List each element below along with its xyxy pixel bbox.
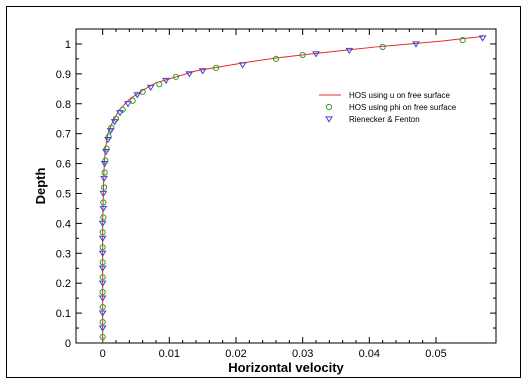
data-point-circle [156, 81, 163, 88]
y-tick-label: 0.4 [56, 218, 71, 230]
y-axis-title: Depth [33, 168, 48, 205]
data-point-triangle [99, 205, 108, 213]
y-tick-label: 0.3 [56, 248, 71, 260]
data-point-circle [100, 184, 108, 191]
data-point-triangle [106, 128, 115, 135]
data-point-triangle [100, 175, 108, 183]
data-point-triangle [345, 47, 354, 55]
x-tick-label: 0.02 [225, 348, 246, 360]
y-tick-label: 0.2 [56, 278, 71, 290]
data-point-triangle [110, 119, 119, 126]
data-point-circle [100, 214, 107, 221]
legend: HOS using u on free surface HOS using phi… [319, 91, 457, 124]
y-tick-label: 0.8 [56, 99, 71, 111]
data-point-circle [100, 199, 107, 206]
data-point-triangle [98, 235, 107, 242]
data-point-triangle [100, 160, 109, 168]
data-point-circle [212, 64, 220, 71]
data-point-circle [103, 145, 110, 152]
data-point-triangle [104, 137, 112, 144]
legend-label: Rienecker & Fenton [349, 115, 420, 124]
x-axis-title: Horizontal velocity [228, 360, 344, 375]
data-point-triangle [146, 84, 155, 91]
data-point-circle [99, 229, 106, 236]
velocity-profile-chart: 0 0.1 0.2 0.3 0.4 0.5 0.6 0.7 0.8 0.9 1 0 0.01 0.02 0.… [33, 28, 497, 375]
data-point-triangle [98, 265, 107, 272]
data-point-circle [101, 169, 108, 176]
data-point-triangle [98, 250, 107, 257]
data-point-triangle [102, 149, 110, 156]
data-point-circle [99, 304, 106, 311]
data-point-triangle [116, 110, 124, 117]
data-point-circle [272, 55, 280, 63]
data-point-circle [102, 157, 109, 164]
data-point-circle [99, 274, 106, 281]
data-point-circle [99, 244, 106, 251]
data-point-triangle [99, 190, 108, 198]
data-point-circle [172, 73, 180, 80]
x-tick-label: 0.01 [159, 348, 180, 360]
data-point-triangle [162, 77, 170, 85]
series-layer [98, 35, 487, 343]
data-point-triangle [325, 116, 333, 123]
data-point-triangle [478, 35, 487, 42]
data-point-triangle [312, 51, 320, 58]
legend-label: HOS using phi on free surface [349, 103, 457, 112]
data-point-circle [379, 43, 386, 51]
data-point-triangle [198, 68, 207, 75]
data-point-triangle [185, 71, 194, 78]
data-point-circle [112, 115, 120, 122]
data-point-triangle [98, 220, 107, 228]
data-point-circle [129, 97, 136, 104]
y-tick-label: 1 [65, 39, 71, 51]
y-tick-label: 0.9 [56, 69, 71, 81]
legend-label: HOS using u on free surface [349, 91, 450, 100]
x-tick-label: 0.04 [359, 348, 380, 360]
series-line-hos-u [102, 35, 483, 343]
data-point-triangle [98, 325, 107, 332]
plot-border [75, 28, 497, 344]
data-point-circle [99, 259, 106, 266]
axes-group: 0 0.1 0.2 0.3 0.4 0.5 0.6 0.7 0.8 0.9 1 0 0.01 0.02 0.… [56, 28, 497, 360]
y-tick-label: 0.6 [56, 159, 71, 171]
y-tick-label: 0.1 [56, 308, 71, 320]
chart-frame: 0 0.1 0.2 0.3 0.4 0.5 0.6 0.7 0.8 0.9 1 0 0.01 0.02 0.… [6, 6, 521, 378]
data-point-triangle [412, 41, 420, 48]
data-point-circle [105, 133, 112, 140]
data-point-circle [99, 318, 106, 326]
data-point-triangle [124, 101, 132, 108]
x-tick-label: 0.05 [425, 348, 446, 360]
data-point-circle [99, 333, 106, 341]
data-point-triangle [133, 92, 142, 99]
data-point-triangle [98, 280, 107, 287]
y-tick-label: 0.7 [56, 129, 71, 141]
y-tick-label: 0.5 [56, 188, 71, 200]
data-point-circle [299, 51, 306, 59]
data-point-triangle [98, 310, 107, 317]
data-point-circle [459, 36, 466, 44]
data-point-circle [325, 103, 333, 111]
data-point-circle [108, 124, 115, 131]
x-tick-label: 0 [100, 348, 106, 360]
data-point-circle [119, 106, 126, 113]
data-point-circle [99, 289, 106, 296]
data-point-triangle [98, 295, 107, 302]
y-tick-label: 0 [65, 338, 71, 350]
data-point-circle [139, 88, 146, 95]
x-tick-label: 0.03 [292, 348, 313, 360]
data-point-triangle [238, 62, 247, 69]
